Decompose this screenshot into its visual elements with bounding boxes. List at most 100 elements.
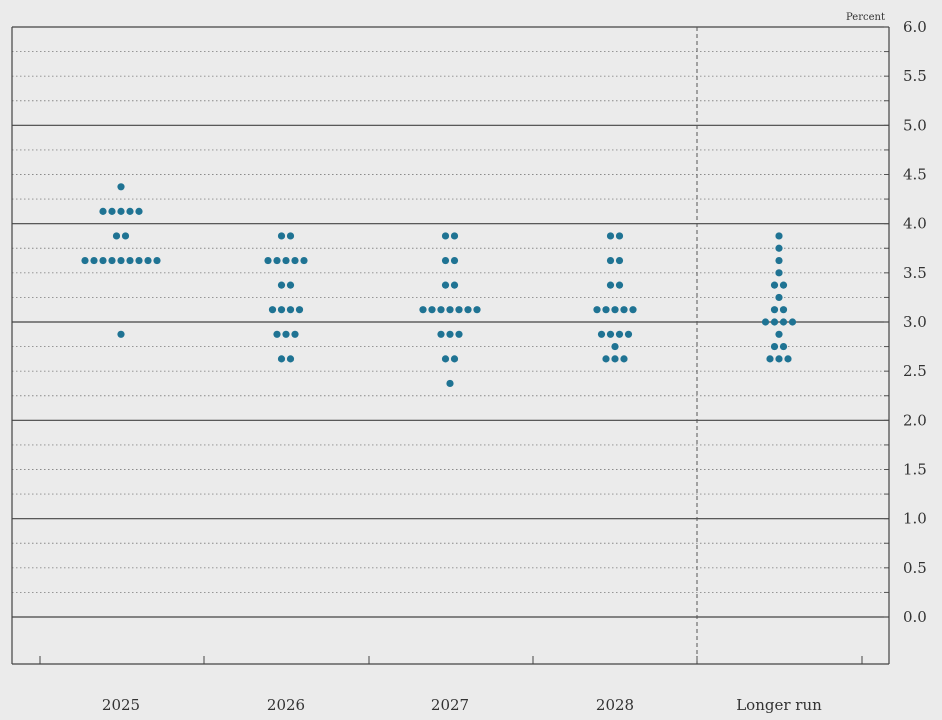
x-tick-label: 2027: [431, 696, 469, 714]
y-tick-label: 0.0: [903, 608, 927, 626]
dot: [775, 330, 783, 338]
dot: [126, 256, 134, 265]
dot: [117, 256, 125, 265]
dot: [277, 355, 286, 363]
y-tick-label: 3.0: [903, 313, 927, 331]
dot: [450, 232, 459, 240]
y-tick-label: 0.5: [903, 559, 927, 577]
unit-label: Percent: [846, 12, 885, 23]
dot: [441, 232, 450, 240]
dot: [282, 330, 290, 338]
dot: [153, 256, 161, 265]
dot: [144, 256, 152, 265]
dot: [597, 330, 606, 338]
dot: [784, 355, 792, 363]
dot: [273, 330, 281, 338]
dot: [602, 306, 610, 314]
plot-frame: [11, 27, 890, 665]
dot: [775, 293, 783, 302]
dot: [615, 281, 624, 289]
dot: [441, 281, 450, 289]
x-axis-ticks: 2025 2026 2027 2028 Longer run: [102, 696, 822, 714]
dot: [99, 256, 107, 265]
dot: [450, 281, 459, 289]
dot: [606, 256, 615, 265]
dot: [99, 207, 107, 215]
dot: [788, 318, 797, 326]
x-tick-label: Longer run: [736, 696, 822, 714]
y-tick-label: 3.5: [903, 264, 927, 282]
dot: [126, 207, 134, 215]
dot: [615, 330, 624, 338]
dot: [117, 330, 125, 338]
dot: [775, 256, 783, 265]
dot: [611, 342, 619, 351]
dot: [446, 379, 454, 388]
dot: [112, 232, 121, 240]
dot: [121, 232, 130, 240]
dot: [779, 318, 788, 326]
y-tick-label: 5.0: [903, 116, 927, 134]
dot: [775, 269, 783, 277]
dot: [286, 355, 295, 363]
dot: [277, 281, 286, 289]
dot: [770, 318, 779, 326]
dot: [455, 306, 463, 314]
dot: [450, 256, 459, 265]
dot: [775, 232, 783, 240]
y-tick-label: 2.5: [903, 362, 927, 380]
dot: [437, 330, 445, 338]
dot: [286, 281, 295, 289]
y-tick-label: 1.0: [903, 510, 927, 528]
dot: [450, 355, 459, 363]
dot: [277, 232, 286, 240]
dot: [295, 306, 304, 314]
dot: [775, 244, 783, 252]
dot: [81, 256, 89, 265]
dot: [473, 306, 481, 314]
y-tick-label: 2.0: [903, 411, 927, 429]
dot: [779, 306, 788, 314]
y-tick-label: 1.5: [903, 461, 927, 479]
dot: [606, 232, 615, 240]
dot: [300, 256, 308, 265]
dot: [446, 306, 454, 314]
dot: [761, 318, 770, 326]
y-tick-label: 6.0: [903, 18, 927, 36]
dot: [291, 256, 299, 265]
dot: [286, 306, 295, 314]
dot: [135, 207, 143, 215]
dot: [441, 256, 450, 265]
dot: [441, 355, 450, 363]
y-tick-label: 4.5: [903, 166, 927, 184]
dot: [273, 256, 281, 265]
dot: [629, 306, 637, 314]
dot: [291, 330, 299, 338]
y-axis-ticks: 6.0 5.5 5.0 4.5 4.0 3.5 3.0 2.5 2.0 1.5 1.0 0.5 0.0: [903, 18, 927, 626]
dot: [264, 256, 272, 265]
dot: [593, 306, 601, 314]
dot: [620, 355, 628, 363]
dot: [286, 232, 295, 240]
dot: [615, 256, 624, 265]
dot: [117, 207, 125, 215]
dot: [117, 183, 125, 191]
dot: [611, 306, 619, 314]
y-tick-label: 5.5: [903, 67, 927, 85]
dot: [268, 306, 277, 314]
dot: [446, 330, 454, 338]
dot: [464, 306, 472, 314]
dot: [770, 342, 779, 351]
dot: [606, 281, 615, 289]
dot: [770, 281, 779, 289]
dot: [779, 281, 788, 289]
dot: [766, 355, 774, 363]
x-tick-label: 2025: [102, 696, 140, 714]
x-tick-label: 2028: [596, 696, 634, 714]
dots-layer: [81, 183, 797, 388]
dot: [437, 306, 445, 314]
dot: [775, 355, 783, 363]
dot: [615, 232, 624, 240]
dot: [277, 306, 286, 314]
